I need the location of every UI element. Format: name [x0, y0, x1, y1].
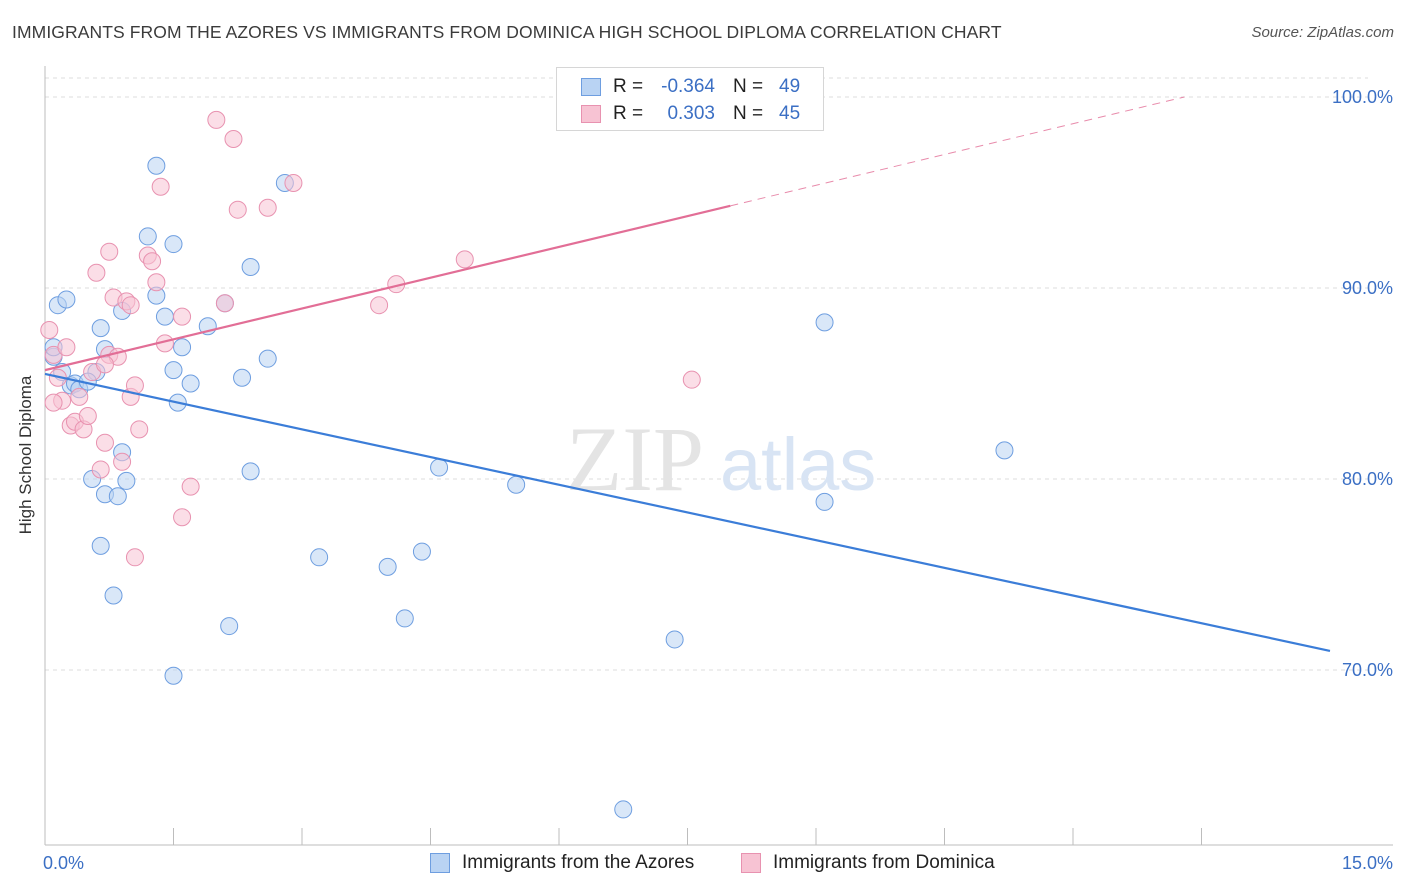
dominica-point — [125, 548, 144, 567]
azores-point — [241, 257, 260, 276]
azores-point — [815, 313, 834, 332]
azores-trend-line — [44, 372, 1331, 652]
azores-point — [108, 487, 127, 506]
x-tick-label: 0.0% — [43, 853, 84, 873]
series-legend-dominica[interactable]: Immigrants from Dominica — [741, 852, 995, 874]
dominica-point — [151, 177, 170, 196]
y-tick-label: 80.0% — [1342, 469, 1393, 489]
series-swatch-pink — [741, 853, 761, 873]
azores-point — [91, 319, 110, 338]
azores-point — [164, 235, 183, 254]
azores-point — [233, 368, 252, 387]
dominica-trend-line — [44, 204, 731, 372]
dominica-point — [44, 393, 63, 412]
dominica-point — [70, 387, 89, 406]
stats-legend: R = -0.364 N = 49 R = 0.303 N = 45 — [556, 67, 824, 131]
azores-point — [164, 666, 183, 685]
azores-point — [614, 800, 633, 819]
series-legend-azores[interactable]: Immigrants from the Azores — [430, 852, 694, 874]
azores-point — [310, 548, 329, 567]
azores-point — [173, 338, 192, 357]
series-legend: Immigrants from the Azores Immigrants fr… — [0, 852, 1406, 878]
dominica-point — [91, 460, 110, 479]
azores-point — [241, 462, 260, 481]
y-tick-label: 70.0% — [1342, 660, 1393, 680]
dominica-trend-extension — [730, 96, 1185, 207]
dominica-point — [95, 433, 114, 452]
dominica-point — [370, 296, 389, 315]
dominica-point — [181, 477, 200, 496]
azores-point — [378, 557, 397, 576]
source-label: Source: ZipAtlas.com — [1251, 24, 1394, 41]
legend-r-value: -0.364 — [661, 76, 715, 97]
chart-title: IMMIGRANTS FROM THE AZORES VS IMMIGRANTS… — [12, 22, 1002, 42]
watermark-atlas: atlas — [720, 423, 876, 506]
azores-point — [395, 609, 414, 628]
azores-point — [815, 492, 834, 511]
trend-lines — [44, 96, 1331, 652]
watermark-zip: ZIP — [566, 408, 704, 510]
azores-point — [220, 617, 239, 636]
dominica-point — [78, 406, 97, 425]
legend-n-value: 45 — [779, 103, 801, 124]
azores-point — [181, 374, 200, 393]
legend-n-label: N = — [733, 76, 764, 97]
dominica-point — [57, 338, 76, 357]
dominica-point — [130, 420, 149, 439]
dominica-point — [95, 355, 114, 374]
dominica-point — [143, 252, 162, 271]
azores-point — [164, 361, 183, 380]
y-tick-label: 90.0% — [1342, 278, 1393, 298]
dominica-point — [113, 452, 132, 471]
series-legend-label: Immigrants from the Azores — [462, 852, 695, 873]
dominica-point — [228, 200, 247, 219]
legend-r-label: R = — [613, 103, 644, 124]
dominica-point — [455, 250, 474, 269]
azores-point — [507, 475, 526, 494]
dominica-point — [173, 307, 192, 326]
azores-point — [155, 307, 174, 326]
y-tick-label: 100.0% — [1332, 87, 1393, 107]
azores-point — [91, 536, 110, 555]
dominica-point — [258, 198, 277, 217]
series-legend-label: Immigrants from Dominica — [773, 852, 995, 873]
dominica-point — [215, 294, 234, 313]
legend-swatch-pink — [581, 105, 601, 123]
azores-point — [57, 290, 76, 309]
legend-r-label: R = — [613, 76, 644, 97]
legend-n-value: 49 — [779, 76, 801, 97]
tick-labels: 100.0% 90.0% 80.0% 70.0% 0.0% 15.0% — [43, 87, 1393, 873]
legend-r-value: 0.303 — [667, 103, 715, 124]
legend-swatch-blue — [581, 78, 601, 96]
dominica-point — [207, 110, 226, 129]
dominica-point — [87, 263, 106, 282]
series-swatch-blue — [430, 853, 450, 873]
azores-point — [995, 441, 1014, 460]
legend-row-dominica: R = 0.303 N = 45 — [581, 101, 800, 127]
azores-point — [430, 458, 449, 477]
dominica-point — [173, 508, 192, 527]
dominica-point — [40, 321, 59, 340]
dominica-point — [147, 273, 166, 292]
axes — [44, 66, 1393, 846]
x-tick-label: 15.0% — [1342, 853, 1393, 873]
dominica-point — [682, 370, 701, 389]
azores-point — [665, 630, 684, 649]
data-points — [40, 110, 1014, 819]
legend-row-azores: R = -0.364 N = 49 — [581, 74, 800, 100]
azores-point — [138, 227, 157, 246]
legend-n-label: N = — [733, 103, 764, 124]
watermark: ZIP atlas — [566, 408, 876, 510]
dominica-point — [284, 173, 303, 192]
azores-point — [104, 586, 123, 605]
azores-point — [147, 156, 166, 175]
azores-point — [117, 471, 136, 490]
dominica-point — [100, 242, 119, 261]
azores-point — [412, 542, 431, 561]
dominica-point — [224, 130, 243, 149]
dominica-point — [121, 296, 140, 315]
azores-point — [258, 349, 277, 368]
